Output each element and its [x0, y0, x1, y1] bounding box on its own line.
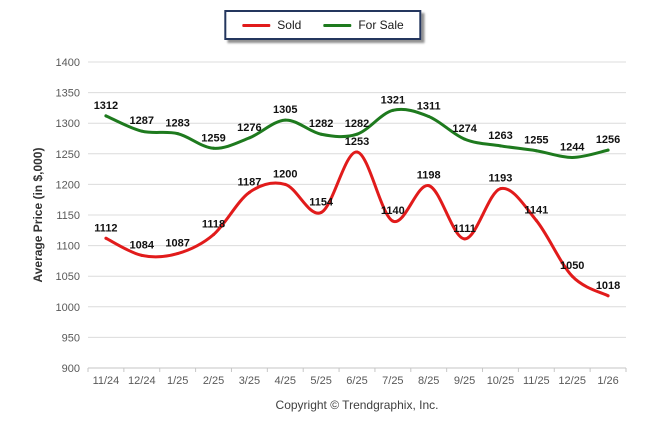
for-sale-point-marker [140, 129, 144, 133]
sold-point-marker [104, 236, 108, 240]
y-tick-label: 1300 [56, 118, 80, 130]
for-sale-data-label: 1321 [381, 94, 405, 106]
for-sale-data-label: 1276 [237, 122, 261, 134]
y-tick-label: 1000 [56, 302, 80, 314]
for-sale-data-label: 1287 [130, 115, 154, 127]
chart-legend: Sold For Sale [224, 10, 422, 40]
y-tick-label: 950 [62, 332, 80, 344]
x-tick-label: 8/25 [418, 375, 439, 387]
for-sale-data-label: 1244 [560, 141, 585, 153]
for-sale-point-marker [463, 137, 467, 141]
sold-point-marker [391, 219, 395, 223]
sold-data-label: 1140 [381, 205, 405, 217]
for-sale-point-marker [104, 114, 108, 118]
sold-data-label: 1018 [596, 280, 620, 292]
legend-label-sold: Sold [277, 18, 302, 32]
sold-line-swatch-icon [242, 23, 271, 27]
y-tick-label: 1100 [56, 241, 80, 253]
sold-data-label: 1187 [237, 176, 261, 188]
x-tick-label: 5/25 [310, 375, 331, 387]
sold-point-marker [427, 184, 431, 188]
for-sale-point-marker [355, 132, 359, 136]
sold-data-label: 1084 [130, 239, 155, 251]
for-sale-line-swatch-icon [323, 23, 352, 27]
sold-data-label: 1118 [202, 219, 225, 231]
for-sale-data-label: 1263 [488, 130, 512, 142]
for-sale-point-marker [606, 148, 610, 152]
for-sale-data-label: 1305 [273, 104, 297, 116]
sold-data-label: 1200 [273, 168, 297, 180]
sold-point-marker [176, 252, 180, 256]
x-tick-label: 12/24 [128, 375, 156, 387]
sold-point-marker [283, 182, 287, 186]
legend-item-sold: Sold [242, 17, 301, 33]
y-tick-label: 1150 [56, 210, 80, 222]
sold-point-marker [319, 211, 323, 215]
for-sale-data-label: 1274 [452, 123, 477, 135]
sold-point-marker [140, 253, 144, 257]
copyright-text: Copyright © Trendgraphix, Inc. [275, 398, 439, 412]
y-axis-title: Average Price (in $,000) [31, 148, 45, 283]
for-sale-data-label: 1259 [201, 132, 225, 144]
sold-data-label: 1198 [417, 170, 441, 182]
sold-point-marker [498, 187, 502, 191]
sold-data-label: 1253 [345, 136, 369, 148]
sold-point-marker [355, 150, 359, 154]
sold-point-marker [606, 294, 610, 298]
for-sale-data-label: 1312 [94, 100, 118, 112]
sold-point-marker [570, 274, 574, 278]
x-tick-label: 3/25 [239, 375, 260, 387]
for-sale-point-marker [283, 118, 287, 122]
for-sale-data-label: 1282 [309, 118, 333, 130]
y-tick-label: 900 [62, 363, 80, 375]
sold-data-label: 1141 [524, 205, 548, 217]
x-tick-label: 12/25 [558, 375, 586, 387]
y-tick-label: 1200 [56, 179, 80, 191]
legend-label-for-sale: For Sale [358, 18, 404, 32]
x-tick-label: 11/24 [93, 375, 120, 387]
x-tick-label: 1/26 [597, 375, 618, 387]
sold-data-label: 1087 [165, 238, 189, 250]
x-tick-label: 1/25 [167, 375, 188, 387]
sold-point-marker [534, 219, 538, 223]
y-tick-label: 1350 [56, 88, 80, 100]
for-sale-point-marker [176, 132, 180, 136]
sold-data-label: 1050 [560, 260, 584, 272]
for-sale-data-label: 1311 [417, 100, 441, 112]
x-tick-label: 11/25 [523, 375, 550, 387]
for-sale-point-marker [391, 108, 395, 112]
for-sale-data-label: 1283 [165, 118, 189, 130]
x-tick-label: 10/25 [487, 375, 515, 387]
for-sale-data-label: 1255 [524, 135, 548, 147]
for-sale-data-label: 1282 [345, 118, 369, 130]
y-tick-label: 1400 [56, 57, 80, 69]
legend-item-for-sale: For Sale [323, 17, 404, 33]
sold-data-label: 1193 [489, 173, 513, 185]
sold-series-line [104, 150, 610, 298]
sold-point-marker [463, 237, 467, 241]
for-sale-point-marker [498, 144, 502, 148]
for-sale-point-marker [212, 146, 216, 150]
sold-data-label: 1154 [309, 197, 334, 209]
for-sale-point-marker [427, 114, 431, 118]
for-sale-point-marker [570, 155, 574, 159]
x-tick-label: 2/25 [203, 375, 224, 387]
x-tick-label: 4/25 [275, 375, 296, 387]
x-tick-label: 6/25 [346, 375, 367, 387]
y-tick-label: 1050 [56, 271, 80, 283]
sold-point-marker [212, 233, 216, 237]
for-sale-point-marker [319, 132, 323, 136]
x-tick-label: 7/25 [382, 375, 403, 387]
sold-data-label: 1111 [453, 223, 476, 235]
for-sale-data-label: 1256 [596, 134, 620, 146]
for-sale-point-marker [247, 136, 251, 140]
sold-data-label: 1112 [94, 222, 117, 234]
x-tick-label: 9/25 [454, 375, 475, 387]
y-tick-label: 1250 [56, 149, 80, 161]
for-sale-point-marker [534, 149, 538, 153]
sold-point-marker [247, 190, 251, 194]
